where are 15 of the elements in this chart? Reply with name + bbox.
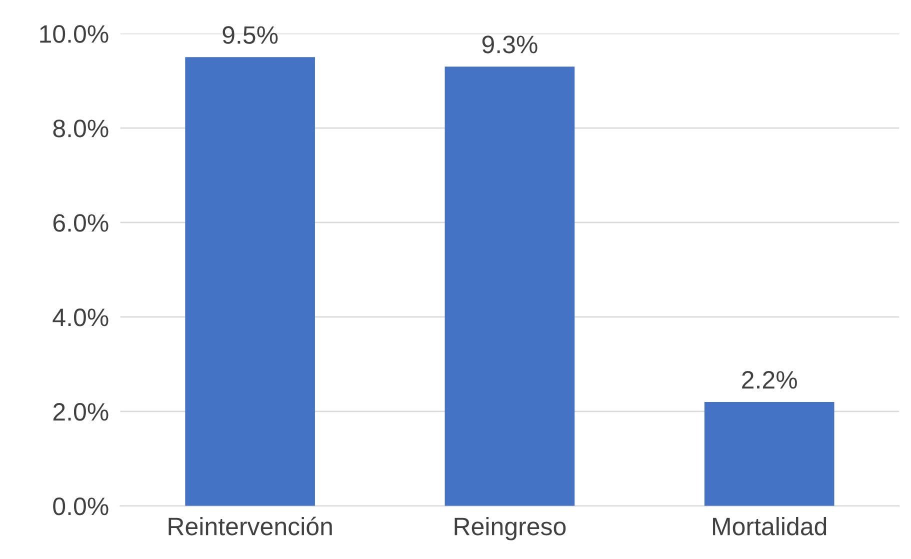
y-tick-label: 2.0% — [53, 403, 108, 421]
bar — [185, 57, 315, 506]
data-label: 2.2% — [742, 371, 797, 389]
y-tick-label: 0.0% — [53, 497, 108, 516]
y-tick-label: 10.0% — [40, 25, 108, 43]
bar — [704, 402, 834, 506]
x-tick-label: Reintervención — [168, 516, 332, 536]
x-tick-label: Mortalidad — [713, 517, 826, 536]
bar — [444, 66, 575, 506]
y-tick-label: 8.0% — [53, 120, 108, 138]
y-tick-label: 6.0% — [53, 214, 108, 232]
data-label: 9.3% — [482, 36, 538, 54]
x-tick-label: Reingreso — [454, 517, 566, 540]
y-tick-label: 4.0% — [52, 308, 108, 326]
data-label: 9.5% — [222, 26, 278, 44]
